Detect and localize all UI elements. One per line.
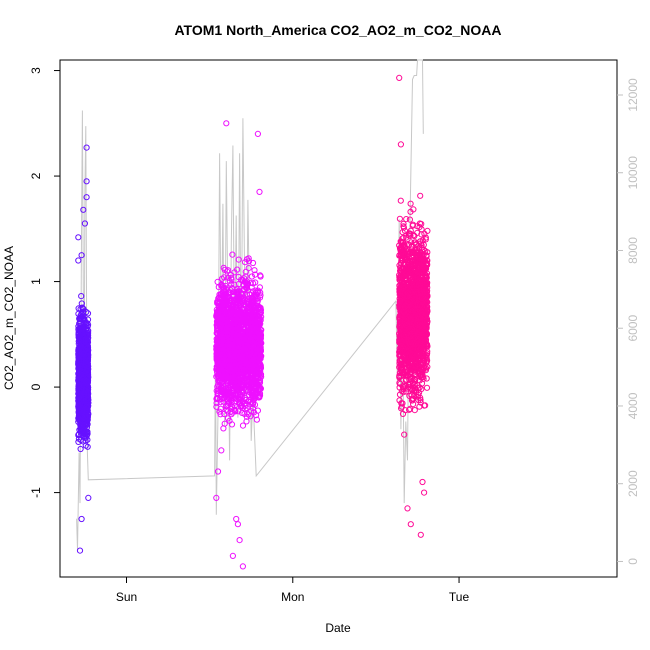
data-point [396,215,403,222]
data-point [228,421,236,428]
data-point [222,282,229,289]
data-point [76,547,84,554]
data-point [76,394,83,401]
data-point [233,515,240,523]
data-point [224,415,232,422]
data-point [76,324,84,331]
data-point [79,408,86,415]
data-point [78,293,85,300]
data-point [84,350,91,357]
data-point [221,274,228,281]
data-point [75,257,82,264]
data-point [83,380,90,387]
data-point [81,220,89,227]
data-point [423,384,431,391]
data-point [253,416,260,423]
data-point [235,256,242,263]
data-point [239,563,246,570]
data-point [77,365,84,372]
data-point [83,178,90,185]
data-point [75,391,83,398]
data-point [229,552,236,560]
data-point [214,278,221,285]
data-point [82,342,90,349]
data-point [85,321,92,328]
data-point [403,216,410,223]
plot-frame [59,59,618,578]
data-point [217,405,224,412]
data-point [80,400,87,407]
data-point [84,379,91,386]
data-point [242,268,249,275]
data-point [83,432,90,439]
data-point [83,333,90,340]
data-point [236,537,243,544]
data-point [417,192,424,199]
data-point [77,316,84,323]
data-point [82,387,89,394]
data-point [75,403,82,410]
data-point [79,304,86,311]
data-point [75,438,82,445]
data-point [223,120,230,127]
data-point [83,144,90,151]
data-point [81,340,88,347]
data-point [78,427,86,434]
data-point [243,418,250,425]
series-3 [396,74,431,538]
scatter-points [75,74,431,570]
data-point [252,271,259,278]
data-point [80,206,87,213]
data-point [79,376,86,383]
data-point [220,425,227,432]
data-point [75,327,82,334]
data-point [77,362,84,369]
data-point [239,422,247,429]
data-point [218,447,225,454]
data-point [248,273,255,280]
data-point [76,383,83,390]
data-point [84,443,91,450]
data-point [397,197,404,204]
data-point [249,259,257,267]
chart-title: ATOM1 North_America CO2_AO2_m_CO2_NOAA [174,22,501,38]
data-point [77,445,84,453]
data-point [78,515,85,523]
data-point [254,130,261,137]
data-point [228,274,235,281]
data-point [83,194,90,201]
data-point [248,408,255,415]
data-point [83,403,90,410]
data-point [85,494,92,501]
data-point [245,255,252,262]
data-point [75,234,82,241]
data-point [245,265,252,272]
data-point [83,391,90,398]
data-point [229,251,236,258]
data-point [234,521,241,528]
data-point [256,188,263,195]
data-point [251,267,258,274]
series-1 [75,144,92,554]
data-point [242,259,249,266]
data-point [78,252,85,259]
data-point [75,310,82,317]
data-point [76,375,83,382]
data-point [77,416,84,423]
data-point [77,358,84,365]
data-point [84,428,91,435]
series-2 [213,120,265,570]
data-point [81,427,88,434]
